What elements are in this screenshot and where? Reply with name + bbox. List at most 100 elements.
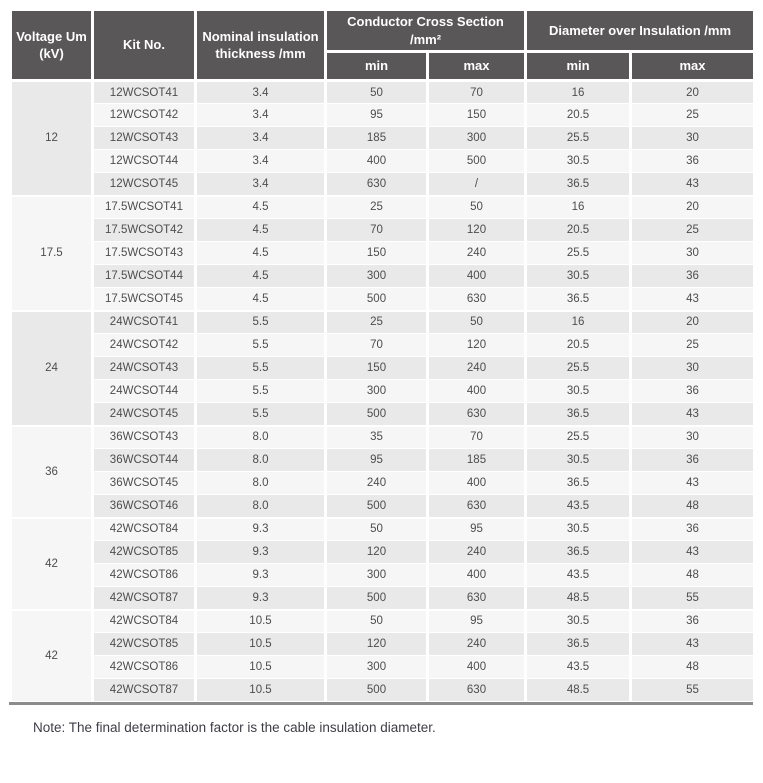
dia-min-cell: 30.5 xyxy=(524,608,633,634)
table-row: 17.5WCSOT44 4.5 300 400 30.5 36 xyxy=(11,264,757,289)
kit-no-cell: 24WCSOT42 xyxy=(91,333,197,358)
kit-no-cell: 24WCSOT44 xyxy=(91,379,197,404)
col-header-thickness: Nominal insulation thickness /mm xyxy=(194,7,327,83)
ccs-min-cell: 500 xyxy=(324,678,429,703)
dia-min-cell: 43.5 xyxy=(524,655,633,680)
table-row: 42WCSOT85 9.3 120 240 36.5 43 xyxy=(11,540,757,565)
ccs-max-cell: / xyxy=(425,172,528,197)
thickness-cell: 5.5 xyxy=(194,379,327,404)
table-row: 42 42WCSOT84 9.3 50 95 30.5 36 xyxy=(9,516,757,611)
ccs-max-cell: 95 xyxy=(425,516,528,542)
ccs-max-cell: 120 xyxy=(425,218,528,243)
ccs-max-cell: 400 xyxy=(425,379,528,404)
thickness-cell: 5.5 xyxy=(194,356,327,381)
dia-min-cell: 36.5 xyxy=(524,540,633,565)
kit-no-cell: 12WCSOT43 xyxy=(91,126,197,151)
ccs-max-cell: 95 xyxy=(425,608,528,634)
ccs-max-cell: 120 xyxy=(425,333,528,358)
dia-max-cell: 30 xyxy=(629,126,757,151)
dia-max-cell: 48 xyxy=(629,655,757,680)
voltage-cell: 17.5 xyxy=(9,194,94,312)
thickness-cell: 10.5 xyxy=(194,678,327,703)
dia-min-cell: 36.5 xyxy=(524,471,633,496)
col-header-dia-max: max xyxy=(629,50,757,83)
thickness-cell: 4.5 xyxy=(194,287,327,312)
ccs-min-cell: 300 xyxy=(324,655,429,680)
dia-min-cell: 36.5 xyxy=(524,172,633,197)
col-header-dia-min: min xyxy=(524,50,633,83)
thickness-cell: 4.5 xyxy=(194,194,327,220)
ccs-max-cell: 50 xyxy=(425,309,528,335)
table-row: 36 36WCSOT43 8.0 35 70 25.5 30 xyxy=(9,424,757,519)
table-row: 24WCSOT44 5.5 300 400 30.5 36 xyxy=(11,379,757,404)
dia-max-cell: 36 xyxy=(629,448,757,473)
ccs-min-cell: 500 xyxy=(324,586,429,611)
ccs-max-cell: 400 xyxy=(425,471,528,496)
table-row: 36WCSOT45 8.0 240 400 36.5 43 xyxy=(11,471,757,496)
kit-no-cell: 24WCSOT43 xyxy=(91,356,197,381)
thickness-cell: 9.3 xyxy=(194,540,327,565)
kit-no-cell: 42WCSOT84 xyxy=(91,608,197,634)
table-row: 42WCSOT86 10.5 300 400 43.5 48 xyxy=(11,655,757,680)
ccs-max-cell: 240 xyxy=(425,632,528,657)
dia-max-cell: 48 xyxy=(629,494,757,519)
thickness-cell: 3.4 xyxy=(194,172,327,197)
col-header-ccs-min: min xyxy=(324,50,429,83)
table-row: 42WCSOT85 10.5 120 240 36.5 43 xyxy=(11,632,757,657)
ccs-min-cell: 500 xyxy=(324,494,429,519)
ccs-max-cell: 400 xyxy=(425,264,528,289)
table-row: 36WCSOT46 8.0 500 630 43.5 48 xyxy=(11,494,757,519)
ccs-min-cell: 25 xyxy=(324,194,429,220)
dia-max-cell: 43 xyxy=(629,287,757,312)
dia-max-cell: 20 xyxy=(629,194,757,220)
dia-min-cell: 36.5 xyxy=(524,632,633,657)
col-header-ccs-max: max xyxy=(425,50,528,83)
dia-min-cell: 25.5 xyxy=(524,356,633,381)
ccs-min-cell: 300 xyxy=(324,264,429,289)
dia-max-cell: 43 xyxy=(629,632,757,657)
voltage-cell: 36 xyxy=(9,424,94,519)
ccs-min-cell: 500 xyxy=(324,402,429,427)
ccs-min-cell: 150 xyxy=(324,241,429,266)
dia-min-cell: 20.5 xyxy=(524,103,633,128)
kit-no-cell: 42WCSOT85 xyxy=(91,632,197,657)
table-row: 36WCSOT44 8.0 95 185 30.5 36 xyxy=(11,448,757,473)
dia-min-cell: 16 xyxy=(524,80,633,105)
dia-max-cell: 36 xyxy=(629,379,757,404)
col-header-diameter-over-insulation: Diameter over Insulation /mm xyxy=(524,7,757,54)
thickness-cell: 5.5 xyxy=(194,402,327,427)
header-row-groups: Voltage Um (kV) Kit No. Nominal insulati… xyxy=(9,7,757,83)
ccs-min-cell: 630 xyxy=(324,172,429,197)
kit-no-cell: 12WCSOT41 xyxy=(91,80,197,105)
thickness-cell: 8.0 xyxy=(194,494,327,519)
dia-min-cell: 16 xyxy=(524,309,633,335)
ccs-min-cell: 70 xyxy=(324,333,429,358)
kit-no-cell: 12WCSOT45 xyxy=(91,172,197,197)
kit-no-cell: 12WCSOT44 xyxy=(91,149,197,174)
dia-min-cell: 25.5 xyxy=(524,126,633,151)
dia-max-cell: 43 xyxy=(629,471,757,496)
dia-max-cell: 25 xyxy=(629,218,757,243)
table-row: 12WCSOT42 3.4 95 150 20.5 25 xyxy=(11,103,757,128)
table-row: 24WCSOT45 5.5 500 630 36.5 43 xyxy=(11,402,757,427)
spec-table-frame: Voltage Um (kV) Kit No. Nominal insulati… xyxy=(9,7,757,706)
kit-no-cell: 17.5WCSOT42 xyxy=(91,218,197,243)
thickness-cell: 3.4 xyxy=(194,149,327,174)
voltage-cell: 42 xyxy=(9,608,94,703)
kit-no-cell: 42WCSOT87 xyxy=(91,678,197,703)
dia-max-cell: 36 xyxy=(629,264,757,289)
header-row-minmax: min max min max xyxy=(11,50,757,83)
ccs-min-cell: 240 xyxy=(324,471,429,496)
ccs-max-cell: 240 xyxy=(425,356,528,381)
thickness-cell: 10.5 xyxy=(194,608,327,634)
dia-max-cell: 48 xyxy=(629,563,757,588)
ccs-max-cell: 630 xyxy=(425,287,528,312)
dia-min-cell: 20.5 xyxy=(524,218,633,243)
kit-no-cell: 17.5WCSOT43 xyxy=(91,241,197,266)
dia-max-cell: 43 xyxy=(629,402,757,427)
ccs-max-cell: 70 xyxy=(425,424,528,450)
dia-min-cell: 36.5 xyxy=(524,402,633,427)
table-row: 42 42WCSOT84 10.5 50 95 30.5 36 xyxy=(9,608,757,703)
ccs-min-cell: 35 xyxy=(324,424,429,450)
